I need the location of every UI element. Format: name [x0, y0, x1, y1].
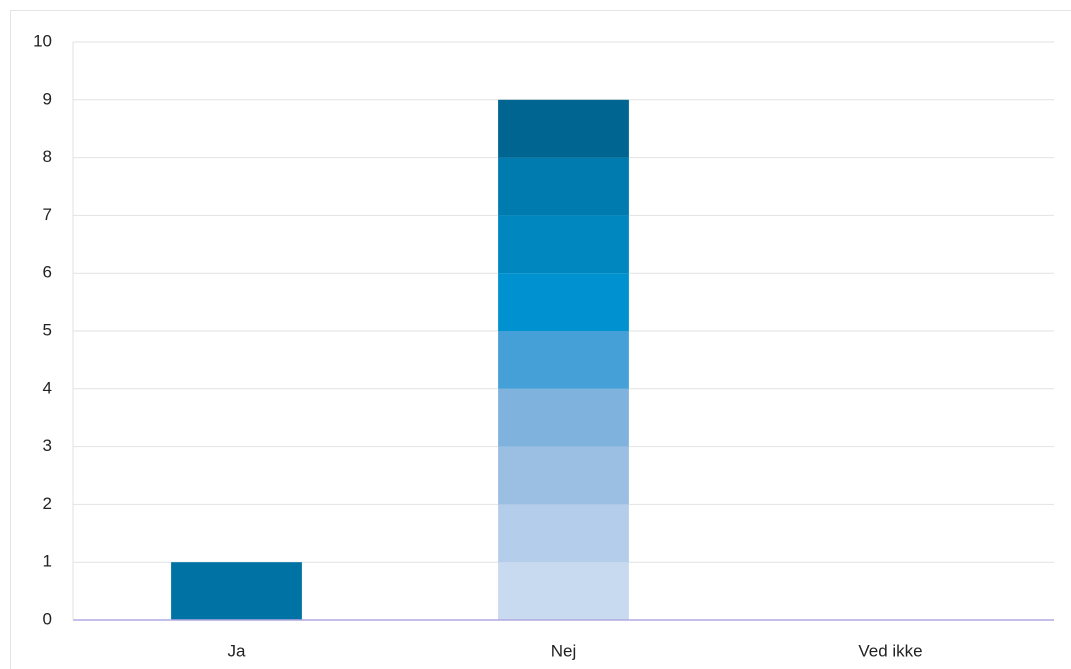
bar-segment — [498, 331, 629, 389]
bar-segment — [498, 504, 629, 563]
y-tick-label: 7 — [43, 205, 52, 224]
bar-segment — [498, 446, 629, 505]
x-tick-label: Ved ikke — [858, 641, 922, 660]
bar-segment — [171, 562, 302, 620]
y-tick-label: 10 — [33, 31, 52, 50]
y-tick-label: 1 — [43, 552, 52, 571]
y-tick-label: 4 — [43, 378, 52, 397]
bar-segment — [498, 157, 629, 216]
bar-segment — [498, 99, 629, 158]
y-tick-label: 9 — [43, 89, 52, 108]
y-tick-label: 6 — [43, 263, 52, 282]
bar-segment — [498, 215, 629, 274]
y-tick-label: 0 — [43, 609, 52, 628]
y-tick-label: 5 — [43, 320, 52, 339]
y-tick-label: 3 — [43, 436, 52, 455]
chart-frame — [10, 10, 1071, 669]
bar-segment — [498, 273, 629, 331]
x-tick-label: Ja — [228, 641, 247, 660]
y-tick-label: 2 — [43, 494, 52, 513]
y-tick-label: 8 — [43, 147, 52, 166]
bar-segment — [498, 388, 629, 447]
bar-segment — [498, 562, 629, 620]
x-tick-label: Nej — [551, 641, 577, 660]
